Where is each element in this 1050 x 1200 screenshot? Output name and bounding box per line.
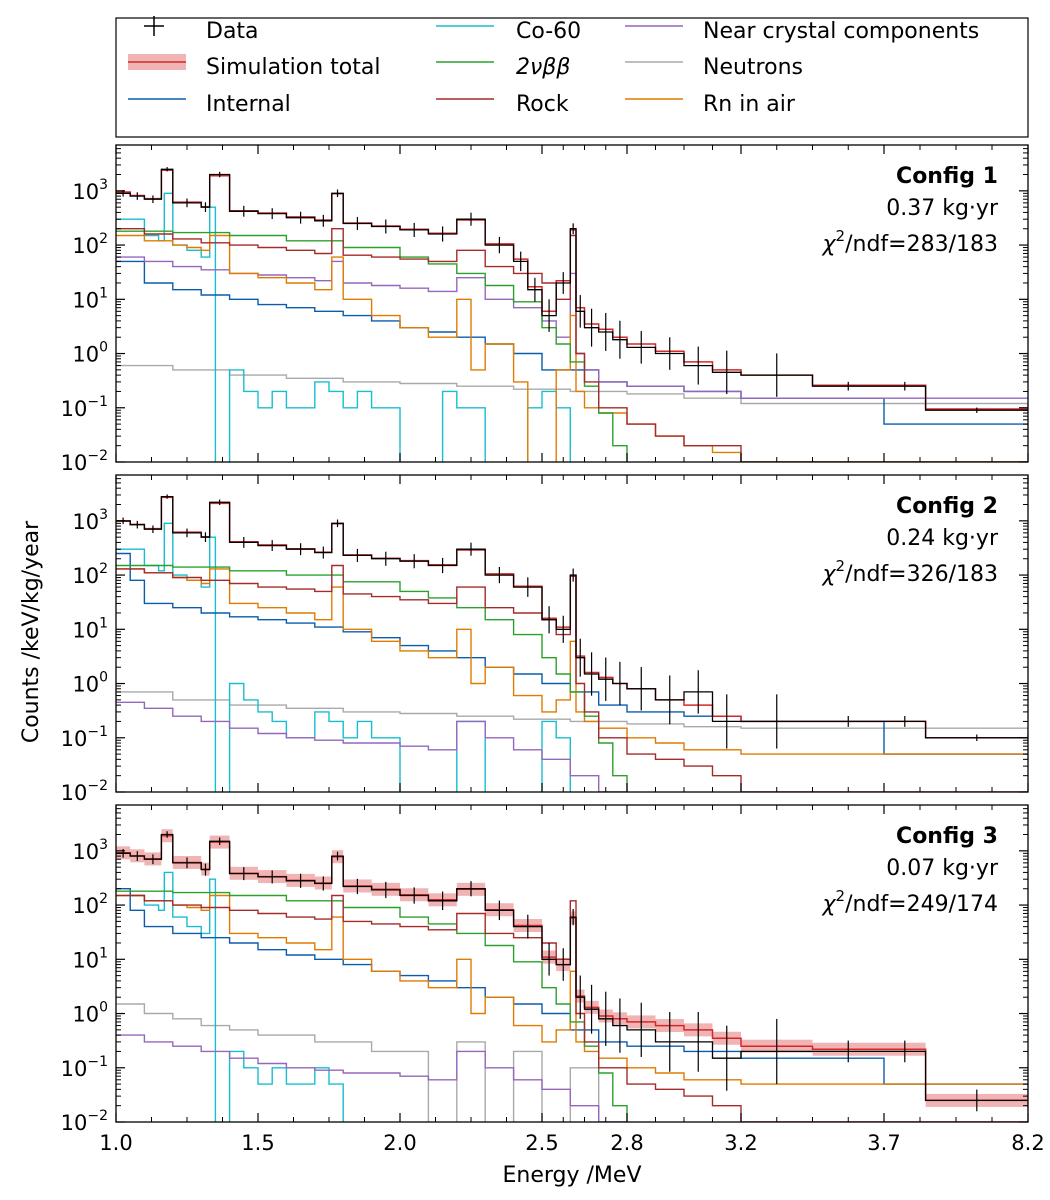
y-tick-label: 101 [72,945,108,972]
panel-exposure: 0.07 kg·yr [886,856,999,881]
y-tick-label: 10−2 [61,448,108,475]
legend-item-internal: Internal [128,92,291,117]
panel-title: Config 3 [896,824,998,849]
y-tick-label: 103 [72,507,108,534]
x-tick-label: 3.2 [724,1131,757,1155]
legend-label: Co-60 [516,19,581,44]
legend-label: Rn in air [703,92,796,117]
panel-frame [115,144,1029,463]
panel-chi2: χ2/ndf=326/183 [822,557,998,587]
series-internal [116,552,1028,755]
y-tick-label: 102 [72,891,108,918]
legend-item-co60: Co-60 [436,19,581,44]
legend-label: Simulation total [206,55,381,80]
data-errorbars [122,831,1028,1112]
legend-item-data: Data [144,16,259,44]
panel-1: 10−2 10−1 100 101 102 103 Config 1 0.37 kg·yr χ2… [61,144,1029,475]
series-twonu [116,564,628,792]
series-internal [116,888,1028,1085]
panel-title: Config 2 [896,494,998,519]
x-tick-label: 2.8 [610,1131,643,1155]
series-rn [116,894,1028,1085]
x-tick-label: 1.0 [99,1131,132,1155]
series-data [116,168,1028,411]
y-tick-label: 10−1 [61,1054,108,1081]
series-neutrons [116,364,1028,408]
y-tick-label: 10−1 [61,394,108,421]
y-tick-label: 10−2 [61,778,108,805]
legend-label: Data [206,19,259,44]
y-tick-label: 10−1 [61,724,108,751]
legend-item-rn: Rn in air [625,92,796,117]
legend-item-sim: Simulation total [128,54,381,80]
series-data [116,833,1028,1102]
x-tick-label: 1.5 [241,1131,274,1155]
series-rock [116,894,1028,1122]
panel-chi2: χ2/ndf=283/183 [822,227,998,257]
y-tick-label: 101 [72,285,108,312]
x-axis-label: Energy /MeV [503,1163,642,1188]
y-tick-label: 102 [72,231,108,258]
series-twonu [116,890,628,1122]
panel-3: 1.0 1.5 2.0 2.5 2.8 3.2 3.7 8.2 10−2 10−1 100 101 10… [61,804,1045,1155]
y-tick-label: 101 [72,615,108,642]
series-co60 [116,871,344,1122]
legend-label: Internal [206,92,291,117]
x-tick-label: 2.5 [525,1131,558,1155]
y-tick-label: 103 [72,177,108,204]
panel-frame [115,804,1029,1123]
legend-item-twonu: 2νββ [436,55,570,80]
series-near [116,256,1028,399]
panel-frame [115,474,1029,793]
panels: 10−2 10−1 100 101 102 103 Config 1 0.37 kg·yr χ2… [61,144,1045,1155]
series-neutrons [116,1003,600,1122]
series-rn [116,234,1028,462]
y-tick-label: 10−2 [61,1108,108,1135]
panel-2: 10−2 10−1 100 101 102 103 Config 2 0.24 kg·yr χ2… [61,474,1029,805]
series-neutrons [116,691,1028,738]
x-tick-label: 8.2 [1011,1131,1044,1155]
y-tick-label: 100 [72,670,108,697]
panel-exposure: 0.24 kg·yr [886,526,999,551]
legend-label: Near crystal components [703,19,979,44]
legend-item-neutrons: Neutrons [625,55,803,80]
series-internal [116,260,1028,425]
series-rn [116,568,1028,755]
y-tick-label: 103 [72,837,108,864]
legend-label: Neutrons [703,55,803,80]
legend-item-rock: Rock [436,92,569,117]
legend-frame [115,17,1029,138]
x-tick-label: 3.7 [867,1131,900,1155]
panel-title: Config 1 [896,164,998,189]
panel-chi2: χ2/ndf=249/174 [822,887,998,917]
data-errorbars [122,494,1028,749]
legend-label: 2νββ [516,55,570,80]
y-tick-label: 100 [72,1000,108,1027]
series-near [116,701,628,792]
y-tick-label: 100 [72,340,108,367]
legend-item-near: Near crystal components [625,19,979,44]
y-axis-label: Counts /keV/kg/year [19,520,44,743]
panel-exposure: 0.37 kg·yr [886,196,999,221]
x-tick-label: 2.0 [383,1131,416,1155]
y-tick-label: 102 [72,561,108,588]
series-twonu [116,230,628,462]
legend-label: Rock [516,92,569,117]
legend: Data Simulation total Internal Co-60 2νββ Roc… [115,16,1029,138]
series-data [116,495,1028,739]
series-near [116,1034,628,1122]
series-rock [116,228,1028,462]
series-rock [116,564,1028,792]
